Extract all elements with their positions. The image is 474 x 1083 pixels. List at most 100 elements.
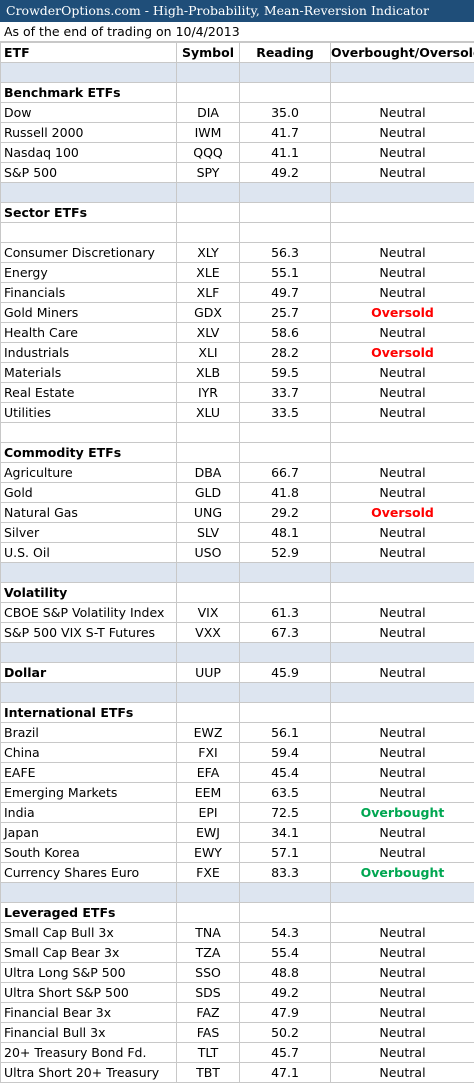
etf-reading: 25.7 [240, 303, 331, 323]
etf-symbol: UNG [177, 503, 240, 523]
signal-badge: Neutral [331, 383, 474, 403]
empty-cell [240, 563, 331, 583]
etf-name: Russell 2000 [1, 123, 177, 143]
signal-badge: Neutral [331, 723, 474, 743]
etf-reading: 55.1 [240, 263, 331, 283]
etf-reading: 58.6 [240, 323, 331, 343]
etf-name: Ultra Long S&P 500 [1, 963, 177, 983]
etf-name: Natural Gas [1, 503, 177, 523]
etf-name: Financial Bull 3x [1, 1023, 177, 1043]
empty-cell [240, 83, 331, 103]
empty-cell [177, 63, 240, 83]
etf-name: Materials [1, 363, 177, 383]
empty-cell [177, 703, 240, 723]
empty-cell [331, 443, 474, 463]
empty-cell [240, 443, 331, 463]
empty-row [1, 423, 474, 443]
etf-name: Health Care [1, 323, 177, 343]
etf-reading: 47.1 [240, 1063, 331, 1083]
empty-cell [240, 423, 331, 443]
etf-name: Financial Bear 3x [1, 1003, 177, 1023]
signal-badge: Neutral [331, 123, 474, 143]
signal-badge: Overbought [331, 863, 474, 883]
signal-badge: Oversold [331, 343, 474, 363]
etf-symbol: USO [177, 543, 240, 563]
etf-name: Gold Miners [1, 303, 177, 323]
signal-badge: Neutral [331, 923, 474, 943]
empty-cell [331, 83, 474, 103]
etf-reading: 50.2 [240, 1023, 331, 1043]
etf-reading: 57.1 [240, 843, 331, 863]
etf-reading: 59.4 [240, 743, 331, 763]
section-header-row: Leveraged ETFs [1, 903, 474, 923]
etf-reading: 61.3 [240, 603, 331, 623]
signal-badge: Neutral [331, 1063, 474, 1083]
etf-reading: 33.5 [240, 403, 331, 423]
etf-reading: 56.3 [240, 243, 331, 263]
signal-badge: Neutral [331, 603, 474, 623]
etf-symbol: TBT [177, 1063, 240, 1083]
etf-symbol: XLV [177, 323, 240, 343]
empty-cell [1, 643, 177, 663]
etf-name: Japan [1, 823, 177, 843]
etf-reading: 67.3 [240, 623, 331, 643]
spacer-row [1, 183, 474, 203]
etf-reading: 59.5 [240, 363, 331, 383]
empty-cell [240, 63, 331, 83]
empty-cell [177, 223, 240, 243]
etf-name: Currency Shares Euro [1, 863, 177, 883]
etf-symbol: TNA [177, 923, 240, 943]
signal-badge: Neutral [331, 943, 474, 963]
etf-reading: 52.9 [240, 543, 331, 563]
etf-reading: 41.7 [240, 123, 331, 143]
section-header-row: Benchmark ETFs [1, 83, 474, 103]
empty-cell [331, 63, 474, 83]
signal-badge: Neutral [331, 763, 474, 783]
spacer-row [1, 563, 474, 583]
etf-symbol: EEM [177, 783, 240, 803]
etf-name: 20+ Treasury Bond Fd. [1, 1043, 177, 1063]
etf-reading: 41.8 [240, 483, 331, 503]
empty-cell [177, 583, 240, 603]
etf-symbol: XLU [177, 403, 240, 423]
empty-cell [331, 563, 474, 583]
signal-badge: Neutral [331, 463, 474, 483]
etf-symbol: TLT [177, 1043, 240, 1063]
signal-badge: Neutral [331, 103, 474, 123]
signal-badge: Neutral [331, 783, 474, 803]
etf-name: South Korea [1, 843, 177, 863]
etf-symbol: EWY [177, 843, 240, 863]
etf-name: China [1, 743, 177, 763]
signal-badge: Neutral [331, 963, 474, 983]
section-header-row: International ETFs [1, 703, 474, 723]
empty-cell [177, 203, 240, 223]
etf-reading: 45.9 [240, 663, 331, 683]
signal-badge: Neutral [331, 263, 474, 283]
etf-name: Real Estate [1, 383, 177, 403]
etf-name: Energy [1, 263, 177, 283]
etf-name: U.S. Oil [1, 543, 177, 563]
etf-name: Nasdaq 100 [1, 143, 177, 163]
etf-symbol: DBA [177, 463, 240, 483]
empty-cell [177, 903, 240, 923]
table-header-row: ETF Symbol Reading Overbought/Oversold [1, 43, 474, 63]
etf-symbol: DIA [177, 103, 240, 123]
etf-name: S&P 500 [1, 163, 177, 183]
signal-badge: Neutral [331, 983, 474, 1003]
